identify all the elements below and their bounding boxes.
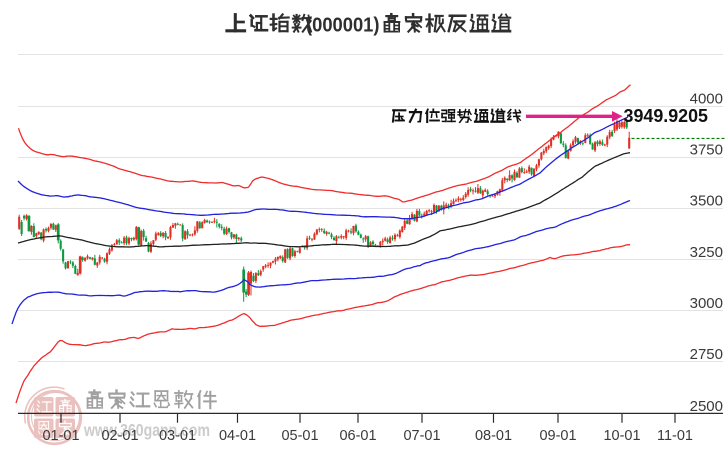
svg-text:3750: 3750 (690, 142, 723, 159)
svg-text:04-01: 04-01 (219, 428, 256, 444)
svg-text:07-01: 07-01 (403, 428, 440, 444)
svg-text:11-01: 11-01 (657, 428, 693, 444)
svg-text:3500: 3500 (690, 193, 723, 210)
svg-text:3000: 3000 (690, 295, 723, 312)
svg-text:2750: 2750 (690, 346, 723, 363)
svg-text:4000: 4000 (690, 90, 723, 107)
svg-text:10-01: 10-01 (603, 428, 640, 444)
svg-text:02-01: 02-01 (101, 428, 138, 444)
svg-text:01-01: 01-01 (42, 428, 79, 444)
svg-text:3250: 3250 (690, 244, 723, 261)
svg-text:2500: 2500 (690, 398, 723, 415)
svg-text:03-01: 03-01 (159, 428, 196, 444)
svg-text:www.360gann.com: www.360gann.com (83, 420, 210, 440)
svg-text:05-01: 05-01 (281, 428, 318, 444)
svg-text:09-01: 09-01 (539, 428, 576, 444)
svg-text:06-01: 06-01 (339, 428, 376, 444)
svg-text:3949.9205: 3949.9205 (624, 105, 709, 126)
svg-text:(000001): (000001) (306, 14, 380, 36)
svg-text:08-01: 08-01 (475, 428, 512, 444)
